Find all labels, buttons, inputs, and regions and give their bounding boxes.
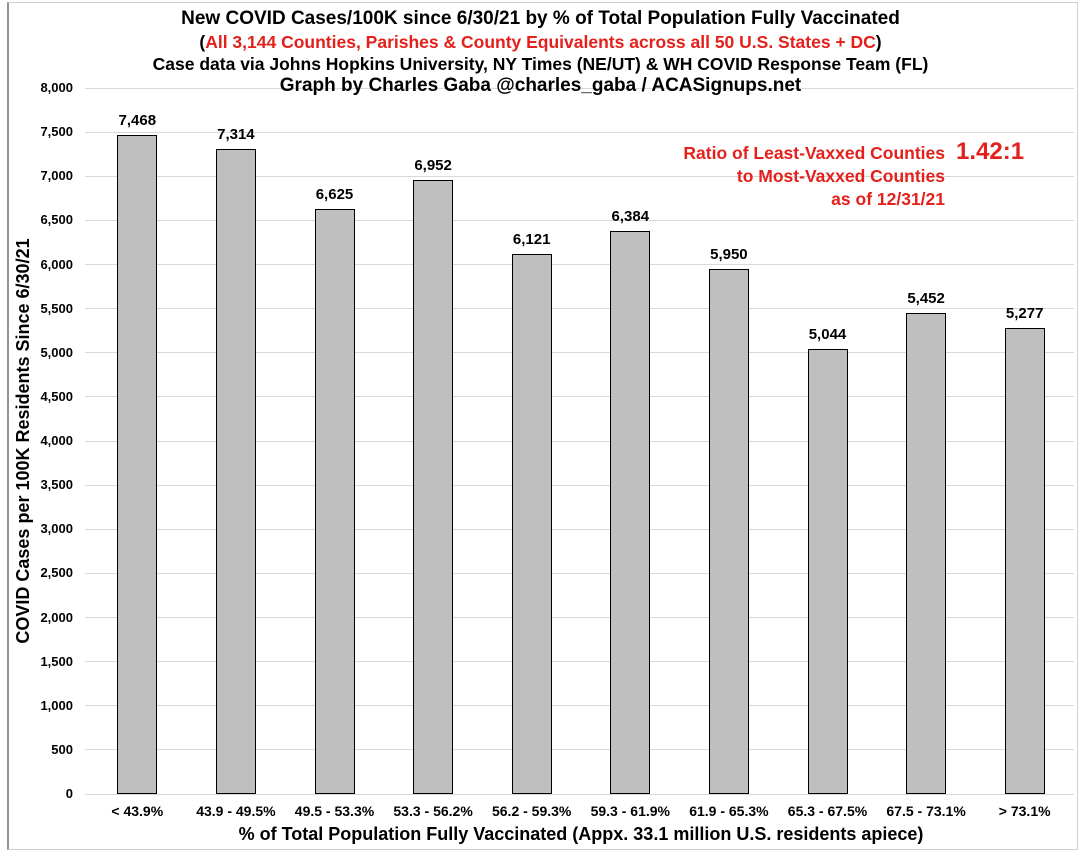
- ratio-value: 1.42:1: [956, 138, 1025, 165]
- y-tick-label: 8,000: [40, 80, 73, 95]
- y-tick-label: 500: [51, 741, 73, 757]
- bar: [906, 312, 947, 794]
- x-tick-label: 49.5 - 53.3%: [294, 803, 375, 819]
- bar-value-label: 6,952: [414, 157, 452, 175]
- subtitle-close-paren: ): [875, 32, 882, 52]
- gridline: [85, 484, 1074, 486]
- y-tick-label: 1,500: [40, 653, 73, 669]
- gridline: [85, 352, 1074, 354]
- bar-value-label: 6,384: [611, 207, 650, 225]
- x-tick-label: 56.2 - 59.3%: [491, 803, 572, 819]
- gridline: [85, 308, 1074, 310]
- y-tick-label: 0: [65, 786, 73, 801]
- x-axis-title: % of Total Population Fully Vaccinated (…: [238, 824, 924, 844]
- chart-subtitle: (All 3,144 Counties, Parishes & County E…: [0, 32, 1081, 53]
- bar: [610, 230, 651, 794]
- bar-value-label: 5,950: [710, 245, 748, 263]
- y-tick-label: 3,500: [40, 477, 73, 493]
- bar: [511, 253, 552, 794]
- ratio-annotation-line2: to Most-Vaxxed Counties: [736, 166, 945, 186]
- x-tick-label: < 43.9%: [111, 803, 164, 819]
- bar-value-label: 5,044: [808, 325, 847, 343]
- gridline: [85, 264, 1074, 265]
- bar: [1004, 328, 1045, 794]
- gridline: [85, 661, 1074, 663]
- gridline: [85, 617, 1074, 618]
- gridline: [85, 705, 1074, 707]
- x-tick-label: 61.9 - 65.3%: [689, 803, 769, 819]
- bar: [708, 268, 749, 794]
- y-tick-label: 5,000: [40, 344, 73, 360]
- bar: [413, 180, 454, 794]
- gridline: [85, 572, 1074, 574]
- bar-value-label: 5,452: [907, 289, 945, 307]
- y-tick-label: 2,000: [40, 609, 73, 625]
- gridline: [85, 528, 1074, 530]
- gridline: [85, 396, 1074, 398]
- bar-value-label: 7,468: [118, 111, 157, 129]
- y-tick-label: 3,000: [40, 521, 73, 537]
- y-tick-label: 4,000: [40, 433, 73, 448]
- credit-line: Graph by Charles Gaba @charles_gaba / AC…: [279, 75, 802, 96]
- x-tick-label: 43.9 - 49.5%: [196, 803, 276, 819]
- bar-value-label: 7,314: [217, 125, 255, 143]
- ratio-annotation: Ratio of Least-Vaxxed Counties to Most-V…: [683, 142, 945, 211]
- ratio-annotation-line3: as of 12/31/21: [831, 189, 945, 209]
- y-axis-title: COVID Cases per 100K Residents Since 6/3…: [13, 238, 33, 644]
- bar: [314, 209, 355, 794]
- y-tick-label: 2,500: [40, 565, 73, 581]
- chart-title: New COVID Cases/100K since 6/30/21 by % …: [181, 8, 900, 29]
- y-tick-label: 4,500: [40, 388, 73, 404]
- bar: [117, 134, 158, 794]
- data-source-line: Case data via Johns Hopkins University, …: [152, 54, 929, 74]
- y-tick-label: 1,000: [40, 697, 73, 713]
- gridline: [85, 131, 1074, 133]
- gridline: [85, 749, 1074, 751]
- y-tick-label: 6,500: [40, 212, 73, 228]
- y-tick-label: 6,000: [40, 256, 73, 272]
- bar-value-label: 6,625: [315, 186, 354, 204]
- x-tick-label: 67.5 - 73.1%: [886, 803, 966, 819]
- y-tick-label: 7,000: [40, 168, 73, 184]
- x-tick-label: 59.3 - 61.9%: [590, 803, 670, 819]
- bar: [807, 348, 848, 794]
- subtitle-open-paren: (: [199, 32, 206, 52]
- gridline: [85, 793, 1074, 795]
- gridline: [85, 175, 1074, 177]
- y-tick-label: 7,500: [40, 124, 73, 140]
- bar: [215, 148, 256, 794]
- gridline: [85, 440, 1074, 442]
- x-tick-label: > 73.1%: [998, 803, 1051, 819]
- bar-value-label: 6,121: [512, 230, 551, 248]
- gridline: [85, 87, 1074, 89]
- ratio-annotation-line1: Ratio of Least-Vaxxed Counties: [683, 143, 945, 163]
- subtitle-text: All 3,144 Counties, Parishes & County Eq…: [205, 32, 876, 52]
- x-tick-label: 53.3 - 56.2%: [393, 803, 473, 819]
- y-tick-label: 5,500: [40, 300, 73, 316]
- x-tick-label: 65.3 - 67.5%: [787, 803, 868, 819]
- bar-value-label: 5,277: [1005, 305, 1044, 323]
- gridline: [85, 219, 1074, 221]
